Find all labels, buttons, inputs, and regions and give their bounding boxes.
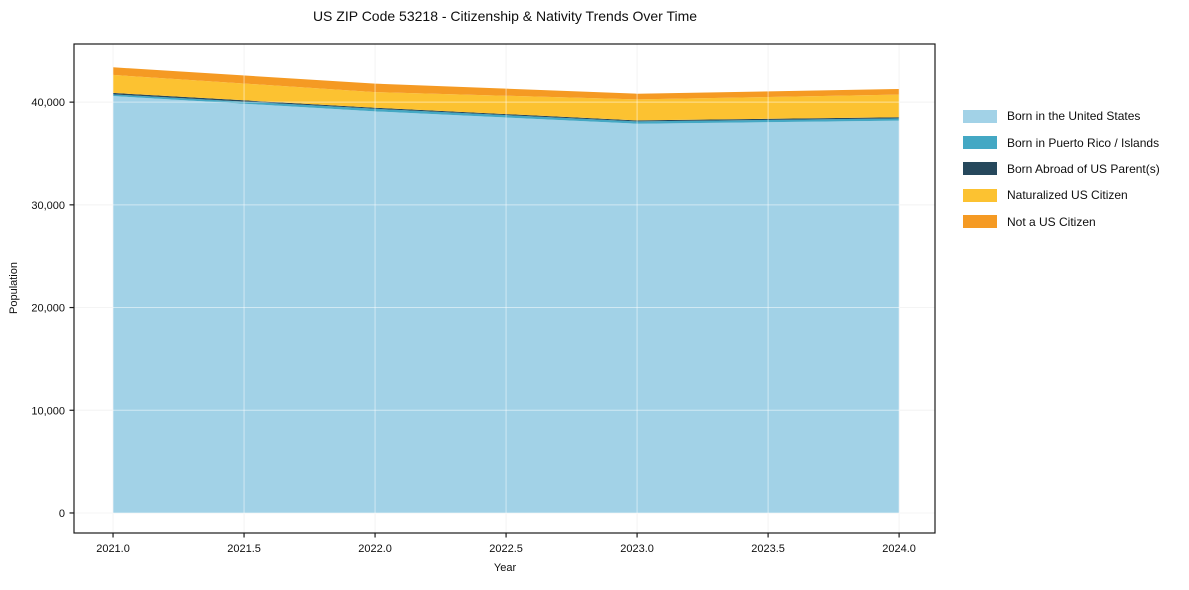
x-tick-label: 2021.0 (96, 543, 130, 555)
axes-spines (73, 43, 936, 534)
legend-swatch-icon (963, 109, 997, 123)
legend: Born in the United States Born in Puerto … (963, 103, 1160, 235)
y-tick-label: 0 (59, 508, 65, 520)
legend-label: Born Abroad of US Parent(s) (1007, 161, 1160, 176)
legend-label: Naturalized US Citizen (1007, 188, 1128, 203)
x-tick-label: 2023.0 (620, 543, 654, 555)
legend-swatch-icon (963, 215, 997, 229)
legend-item-born-abroad-of-us-parent-s: Born Abroad of US Parent(s) (963, 156, 1160, 182)
area-born-in-puerto-rico-islands (113, 94, 900, 124)
x-axis-label: Year (493, 562, 517, 574)
chart-title: US ZIP Code 53218 - Citizenship & Nativi… (312, 8, 698, 24)
x-tick-label: 2024.0 (882, 543, 916, 555)
y-tick-label: 20,000 (31, 303, 65, 315)
legend-label: Born in the United States (1007, 109, 1141, 124)
legend-label: Born in Puerto Rico / Islands (1007, 135, 1160, 150)
legend-item-naturalized-us-citizen: Naturalized US Citizen (963, 182, 1160, 208)
legend-swatch-icon (963, 162, 997, 176)
legend-item-born-in-puerto-rico-islands: Born in Puerto Rico / Islands (963, 129, 1160, 155)
x-tick-label: 2022.0 (358, 543, 392, 555)
legend-label: Not a US Citizen (1007, 214, 1096, 229)
legend-swatch-icon (963, 136, 997, 150)
x-tick-label: 2022.5 (489, 543, 523, 555)
y-tick-label: 30,000 (31, 200, 65, 212)
legend-item-not-a-us-citizen: Not a US Citizen (963, 209, 1160, 235)
y-tick-label: 40,000 (31, 97, 65, 109)
x-tick-label: 2023.5 (751, 543, 785, 555)
legend-swatch-icon (963, 188, 997, 202)
y-tick-label: 10,000 (31, 405, 65, 417)
legend-item-born-in-the-united-states: Born in the United States (963, 103, 1160, 129)
x-tick-label: 2021.5 (227, 543, 261, 555)
area-born-abroad-of-us-parent-s (113, 92, 900, 122)
